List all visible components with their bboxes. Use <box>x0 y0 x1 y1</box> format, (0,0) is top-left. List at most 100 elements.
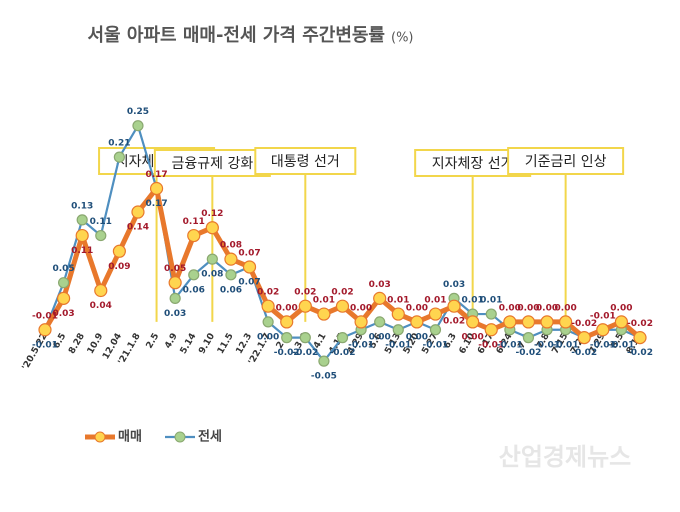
data-point <box>540 315 554 329</box>
data-label: 0.11 <box>183 217 205 227</box>
x-tick-label: '20.5.22 <box>21 332 50 372</box>
data-point <box>484 323 498 337</box>
data-label: 0.11 <box>71 246 93 256</box>
data-label: 0.00 <box>257 332 279 342</box>
data-point <box>392 324 404 336</box>
data-label: 0.00 <box>369 332 391 342</box>
data-label: 0.01 <box>424 296 446 306</box>
x-tick-label: 9.10 <box>197 332 217 356</box>
data-label: -0.01 <box>590 340 616 350</box>
data-label: 0.13 <box>71 201 93 211</box>
data-label: 0.05 <box>52 264 74 274</box>
data-label: 0.06 <box>220 285 242 295</box>
data-point <box>131 205 145 219</box>
data-label: 0.14 <box>127 223 149 233</box>
data-point <box>373 291 387 305</box>
annotation-box <box>254 147 357 175</box>
data-point <box>149 181 164 196</box>
data-point <box>168 276 182 290</box>
annotation-text: 대통령 선거 <box>271 154 340 170</box>
data-point <box>374 316 386 328</box>
data-point <box>187 228 201 243</box>
annotation-text: 기준금리 인상 <box>525 154 607 170</box>
data-point <box>428 307 443 321</box>
data-label: -0.02 <box>571 319 597 329</box>
data-point <box>335 299 350 313</box>
data-point <box>132 120 144 132</box>
x-tick-label: 4.9 <box>163 332 180 351</box>
data-label: 0.06 <box>183 285 205 295</box>
data-point <box>577 331 591 345</box>
data-label: 0.02 <box>294 288 316 298</box>
data-label: 0.03 <box>164 309 186 319</box>
data-label: 0.00 <box>499 303 521 313</box>
data-point <box>169 292 181 304</box>
data-point <box>94 283 108 298</box>
data-label: -0.01 <box>32 311 58 321</box>
data-label: -0.01 <box>553 340 579 350</box>
data-point <box>56 291 71 305</box>
data-label: 0.00 <box>350 303 372 313</box>
data-label: 0.00 <box>462 332 484 342</box>
data-point <box>521 315 536 329</box>
data-point <box>281 332 293 344</box>
data-label: 0.03 <box>443 280 465 290</box>
data-label: 0.17 <box>145 170 167 180</box>
data-label: 0.25 <box>127 107 149 117</box>
data-label: 0.02 <box>443 317 465 327</box>
data-point <box>317 307 331 321</box>
data-point <box>318 355 330 367</box>
legend-marker <box>174 431 186 443</box>
data-label: 0.08 <box>220 241 242 251</box>
data-label: 0.00 <box>406 303 428 313</box>
data-point <box>522 332 535 344</box>
data-point <box>242 260 257 274</box>
watermark: 산업경제뉴스 <box>499 443 631 471</box>
data-label: 0.01 <box>313 296 335 306</box>
data-point <box>559 315 573 329</box>
legend-label: 매매 <box>118 430 142 445</box>
legend-marker <box>94 431 106 443</box>
data-label: 0.07 <box>238 277 260 287</box>
data-label: 0.12 <box>201 209 223 219</box>
data-point <box>75 228 89 243</box>
annotation-text: 금융규제 강화 <box>171 156 253 172</box>
data-label: 0.00 <box>555 303 577 313</box>
data-point <box>596 323 610 337</box>
data-point <box>38 323 52 337</box>
data-label: -0.01 <box>590 311 616 321</box>
data-point <box>261 299 275 313</box>
data-point <box>485 308 497 320</box>
data-label: -0.02 <box>515 348 541 358</box>
data-label: -0.01 <box>422 340 448 350</box>
data-point <box>447 299 461 313</box>
data-label: 0.07 <box>238 248 260 258</box>
data-label: 0.00 <box>610 303 632 313</box>
data-label: 0.11 <box>90 217 112 227</box>
data-point <box>224 252 238 266</box>
data-label: 0.00 <box>517 303 539 313</box>
annotation-box <box>153 149 271 177</box>
x-tick-label: 2.5 <box>145 332 162 351</box>
chart-title: 서울 아파트 매매-전세 가격 주간변동률 <box>88 25 386 46</box>
data-point <box>262 316 274 328</box>
data-label: 0.01 <box>462 296 484 306</box>
x-tick-label: 11.5 <box>216 332 236 356</box>
data-label: 0.01 <box>480 296 502 306</box>
data-label: 0.03 <box>52 309 74 319</box>
data-label: -0.02 <box>292 348 318 358</box>
data-point <box>299 332 311 344</box>
annotation-text: 지자체장 선거 <box>432 156 514 172</box>
data-label: -0.05 <box>311 372 337 382</box>
data-label: -0.01 <box>478 340 504 350</box>
data-point <box>391 307 405 321</box>
data-label: -0.02 <box>627 348 653 358</box>
data-label: 0.09 <box>108 262 130 272</box>
annotation-box <box>507 147 625 175</box>
data-point <box>614 315 629 329</box>
data-label: 0.08 <box>201 270 223 280</box>
data-point <box>206 253 218 265</box>
data-label: -0.01 <box>608 340 634 350</box>
data-label: 0.02 <box>331 288 353 298</box>
